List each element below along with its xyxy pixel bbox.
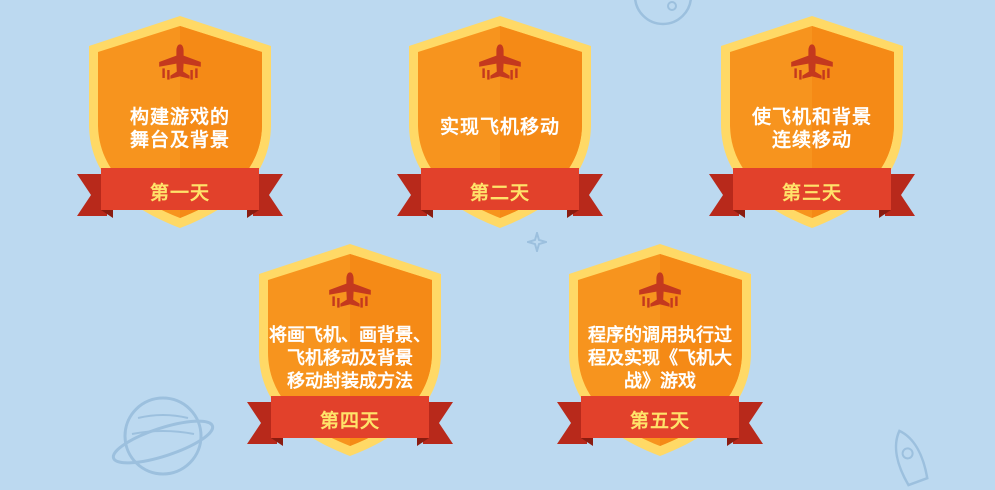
airplane-icon (788, 42, 836, 82)
badge-description: 使飞机和背景 连续移动 (751, 106, 872, 151)
badge-day-4: 将画飞机、画背景、 飞机移动及背景 移动封装成方法 第四天 (225, 240, 475, 470)
badge-day-label: 第五天 (629, 410, 690, 432)
badge-day-3: 使飞机和背景 连续移动 第三天 (687, 12, 937, 242)
badge-description: 程序的调用执行过 程及实现《飞机大 战》游戏 (588, 325, 732, 392)
badge-description: 将画飞机、画背景、 飞机移动及背景 移动封装成方法 (269, 325, 431, 392)
badge-day-label: 第三天 (781, 182, 842, 204)
badge-day-1: 构建游戏的 舞台及背景 第一天 (55, 12, 305, 242)
rocket-icon (894, 429, 929, 487)
badge-day-label: 第二天 (469, 182, 530, 204)
badge-description: 构建游戏的 舞台及背景 (129, 106, 230, 151)
sparkle-icon (527, 232, 547, 252)
badge-day-label: 第一天 (149, 182, 210, 204)
badge-day-5: 程序的调用执行过 程及实现《飞机大 战》游戏 第五天 (535, 240, 785, 470)
airplane-icon (636, 270, 684, 310)
airplane-icon (476, 42, 524, 82)
badge-day-label: 第四天 (319, 410, 380, 432)
badge-day-2: 实现飞机移动 第二天 (375, 12, 625, 242)
airplane-icon (156, 42, 204, 82)
badge-description: 实现飞机移动 (439, 116, 560, 138)
planet-icon (111, 396, 215, 476)
moon-icon (634, 0, 692, 26)
airplane-icon (326, 270, 374, 310)
